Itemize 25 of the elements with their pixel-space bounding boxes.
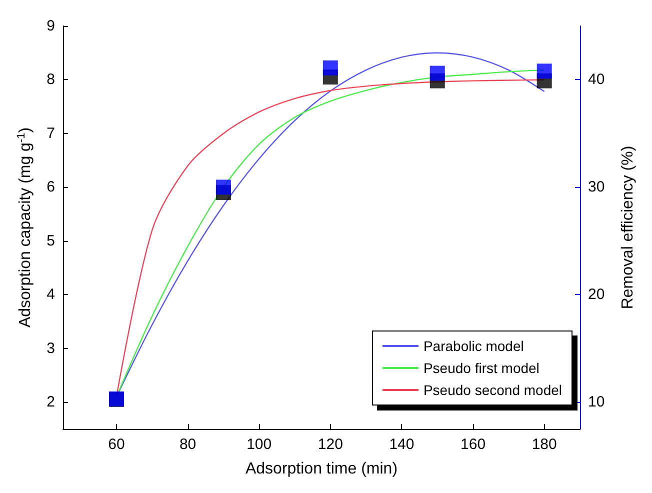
y-tick-label: 9 bbox=[46, 18, 55, 34]
y2-tick-label: 20 bbox=[588, 286, 605, 304]
x-tick-label: 80 bbox=[179, 436, 196, 453]
y-tick-label: 5 bbox=[46, 232, 55, 250]
y2-tick-label: 40 bbox=[588, 71, 605, 88]
legend-label: Pseudo first model bbox=[423, 360, 540, 376]
legend-label: Parabolic model bbox=[423, 338, 524, 354]
x-tick-label: 120 bbox=[318, 436, 343, 453]
y-tick-label: 6 bbox=[46, 178, 55, 196]
x-tick-label: 100 bbox=[246, 436, 272, 453]
y-tick-label: 7 bbox=[46, 124, 55, 142]
y-tick-label: 4 bbox=[46, 286, 55, 304]
x-tick-label: 140 bbox=[389, 436, 414, 453]
y2-axis-title: Removal efficiency (%) bbox=[620, 146, 636, 310]
y2-tick-label: 30 bbox=[588, 178, 605, 196]
y-tick-label: 3 bbox=[46, 340, 55, 357]
y-axis-title: Adsorption capacity (mg g-1) bbox=[16, 127, 34, 328]
legend-label: Pseudo second model bbox=[423, 382, 562, 398]
x-axis-title: Adsorption time (min) bbox=[245, 460, 398, 478]
x-tick-label: 180 bbox=[532, 436, 557, 453]
x-tick-label: 160 bbox=[460, 436, 486, 453]
y2-tick-label: 10 bbox=[588, 394, 605, 411]
y-tick-label: 8 bbox=[46, 71, 55, 88]
y-tick-label: 2 bbox=[46, 394, 55, 411]
x-tick-label: 60 bbox=[108, 436, 125, 453]
